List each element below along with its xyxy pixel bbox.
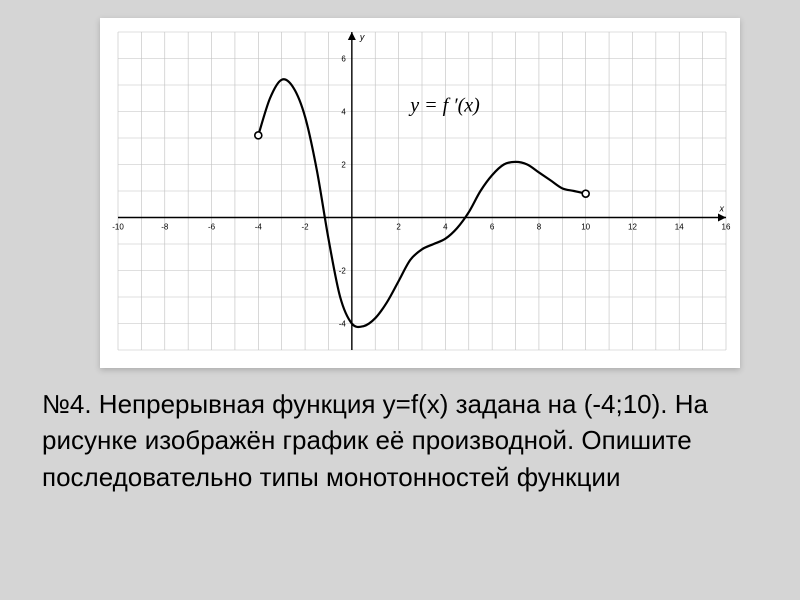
svg-text:8: 8 [537,223,542,232]
svg-text:y = f ′(x): y = f ′(x) [408,95,480,117]
svg-text:12: 12 [628,223,637,232]
svg-text:-8: -8 [161,223,169,232]
derivative-chart: -10 -8 -6 -4 -2 2 4 6 8 10 12 14 16 -4 -2 2 4 6 x y y = f ′(… [100,18,740,368]
svg-text:-4: -4 [255,223,263,232]
svg-text:-4: -4 [339,320,347,329]
svg-text:4: 4 [443,223,448,232]
svg-text:x: x [719,204,725,214]
svg-text:y: y [359,32,365,42]
svg-text:6: 6 [341,55,346,64]
svg-text:4: 4 [341,108,346,117]
svg-text:16: 16 [722,223,731,232]
chart-panel: -10 -8 -6 -4 -2 2 4 6 8 10 12 14 16 -4 -2 2 4 6 x y y = f ′(… [100,18,740,368]
svg-text:-2: -2 [302,223,310,232]
svg-text:6: 6 [490,223,495,232]
svg-text:-10: -10 [112,223,124,232]
svg-text:2: 2 [396,223,401,232]
problem-caption: №4. Непрерывная функция у=f(x) задана на… [42,386,758,495]
svg-text:2: 2 [341,161,346,170]
svg-text:-6: -6 [208,223,216,232]
svg-text:-2: -2 [339,267,347,276]
svg-text:14: 14 [675,223,684,232]
svg-text:10: 10 [581,223,590,232]
